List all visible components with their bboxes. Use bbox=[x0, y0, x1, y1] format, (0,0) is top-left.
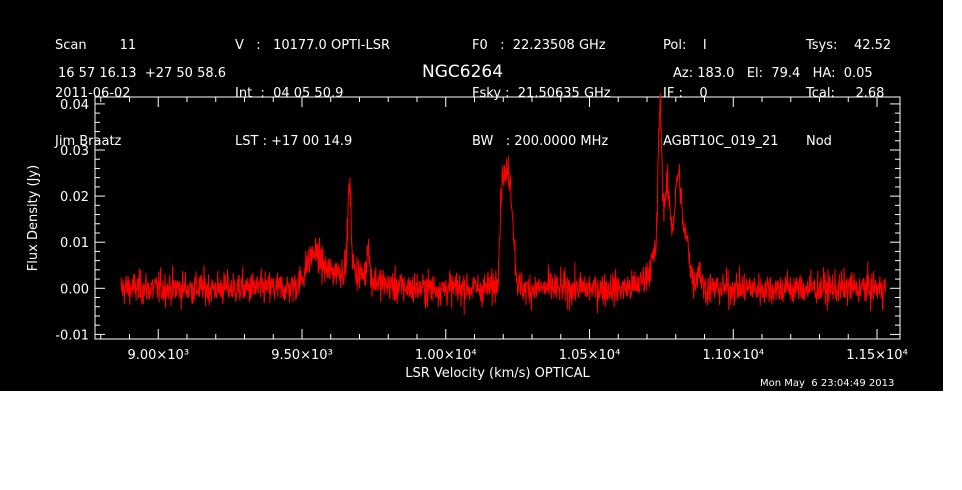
y-tick-label: -0.01 bbox=[55, 328, 89, 343]
scan-number: Scan 11 bbox=[55, 38, 137, 53]
if-number: IF : 0 bbox=[663, 86, 708, 101]
y-axis-label: Flux Density (Jy) bbox=[26, 165, 41, 271]
axis-ticks: 9.00×10³ 9.50×10³ 1.00×10⁴ 1.05×10⁴ 1.10×10⁴… bbox=[55, 97, 908, 363]
polarization: Pol: I bbox=[663, 38, 707, 53]
x-tick-label: 1.00×10⁴ bbox=[415, 348, 477, 363]
y-tick-label: 0.00 bbox=[60, 282, 89, 297]
spectrum-line bbox=[120, 93, 886, 315]
y-tick-label: 0.03 bbox=[60, 144, 89, 159]
spectrum-chart: 9.00×10³ 9.50×10³ 1.00×10⁴ 1.05×10⁴ 1.10×10⁴… bbox=[26, 93, 908, 381]
x-tick-label: 1.10×10⁴ bbox=[702, 348, 764, 363]
velocity: V : 10177.0 OPTI-LSR bbox=[235, 38, 391, 53]
source-coordinates: 16 57 16.13 +27 50 58.6 bbox=[58, 66, 227, 81]
tsys: Tsys: 42.52 bbox=[806, 38, 892, 53]
y-tick-label: 0.01 bbox=[60, 236, 89, 251]
x-tick-label: 9.00×10³ bbox=[127, 348, 189, 363]
source-name: NGC6264 bbox=[422, 62, 504, 82]
plot-frame bbox=[94, 96, 901, 340]
header-col-scan: Scan 11 2011-06-02 Jim Braatz bbox=[55, 6, 136, 182]
bandwidth: BW : 200.0000 MHz bbox=[472, 134, 609, 149]
plot-panel: Scan 11 2011-06-02 Jim Braatz V : 10177.… bbox=[0, 0, 943, 391]
observer: Jim Braatz bbox=[55, 134, 122, 149]
plot-timestamp: Mon May 6 23:04:49 2013 bbox=[760, 378, 895, 389]
rest-frequency: F0 : 22.23508 GHz bbox=[472, 38, 606, 53]
lst: LST : +17 00 14.9 bbox=[235, 134, 353, 149]
x-tick-label: 9.50×10³ bbox=[271, 348, 333, 363]
proc-type: Nod bbox=[806, 134, 832, 149]
y-tick-label: 0.02 bbox=[60, 190, 89, 205]
project-id: AGBT10C_019_21 bbox=[663, 134, 779, 149]
x-tick-label: 1.15×10⁴ bbox=[846, 348, 908, 363]
x-tick-label: 1.05×10⁴ bbox=[559, 348, 621, 363]
az-el-ha: Az: 183.0 El: 79.4 HA: 0.05 bbox=[673, 66, 873, 81]
x-axis-label: LSR Velocity (km/s) OPTICAL bbox=[405, 366, 590, 381]
y-tick-label: 0.04 bbox=[60, 98, 89, 113]
header-col-pol: Pol: I IF : 0 AGBT10C_019_21 bbox=[663, 6, 779, 182]
